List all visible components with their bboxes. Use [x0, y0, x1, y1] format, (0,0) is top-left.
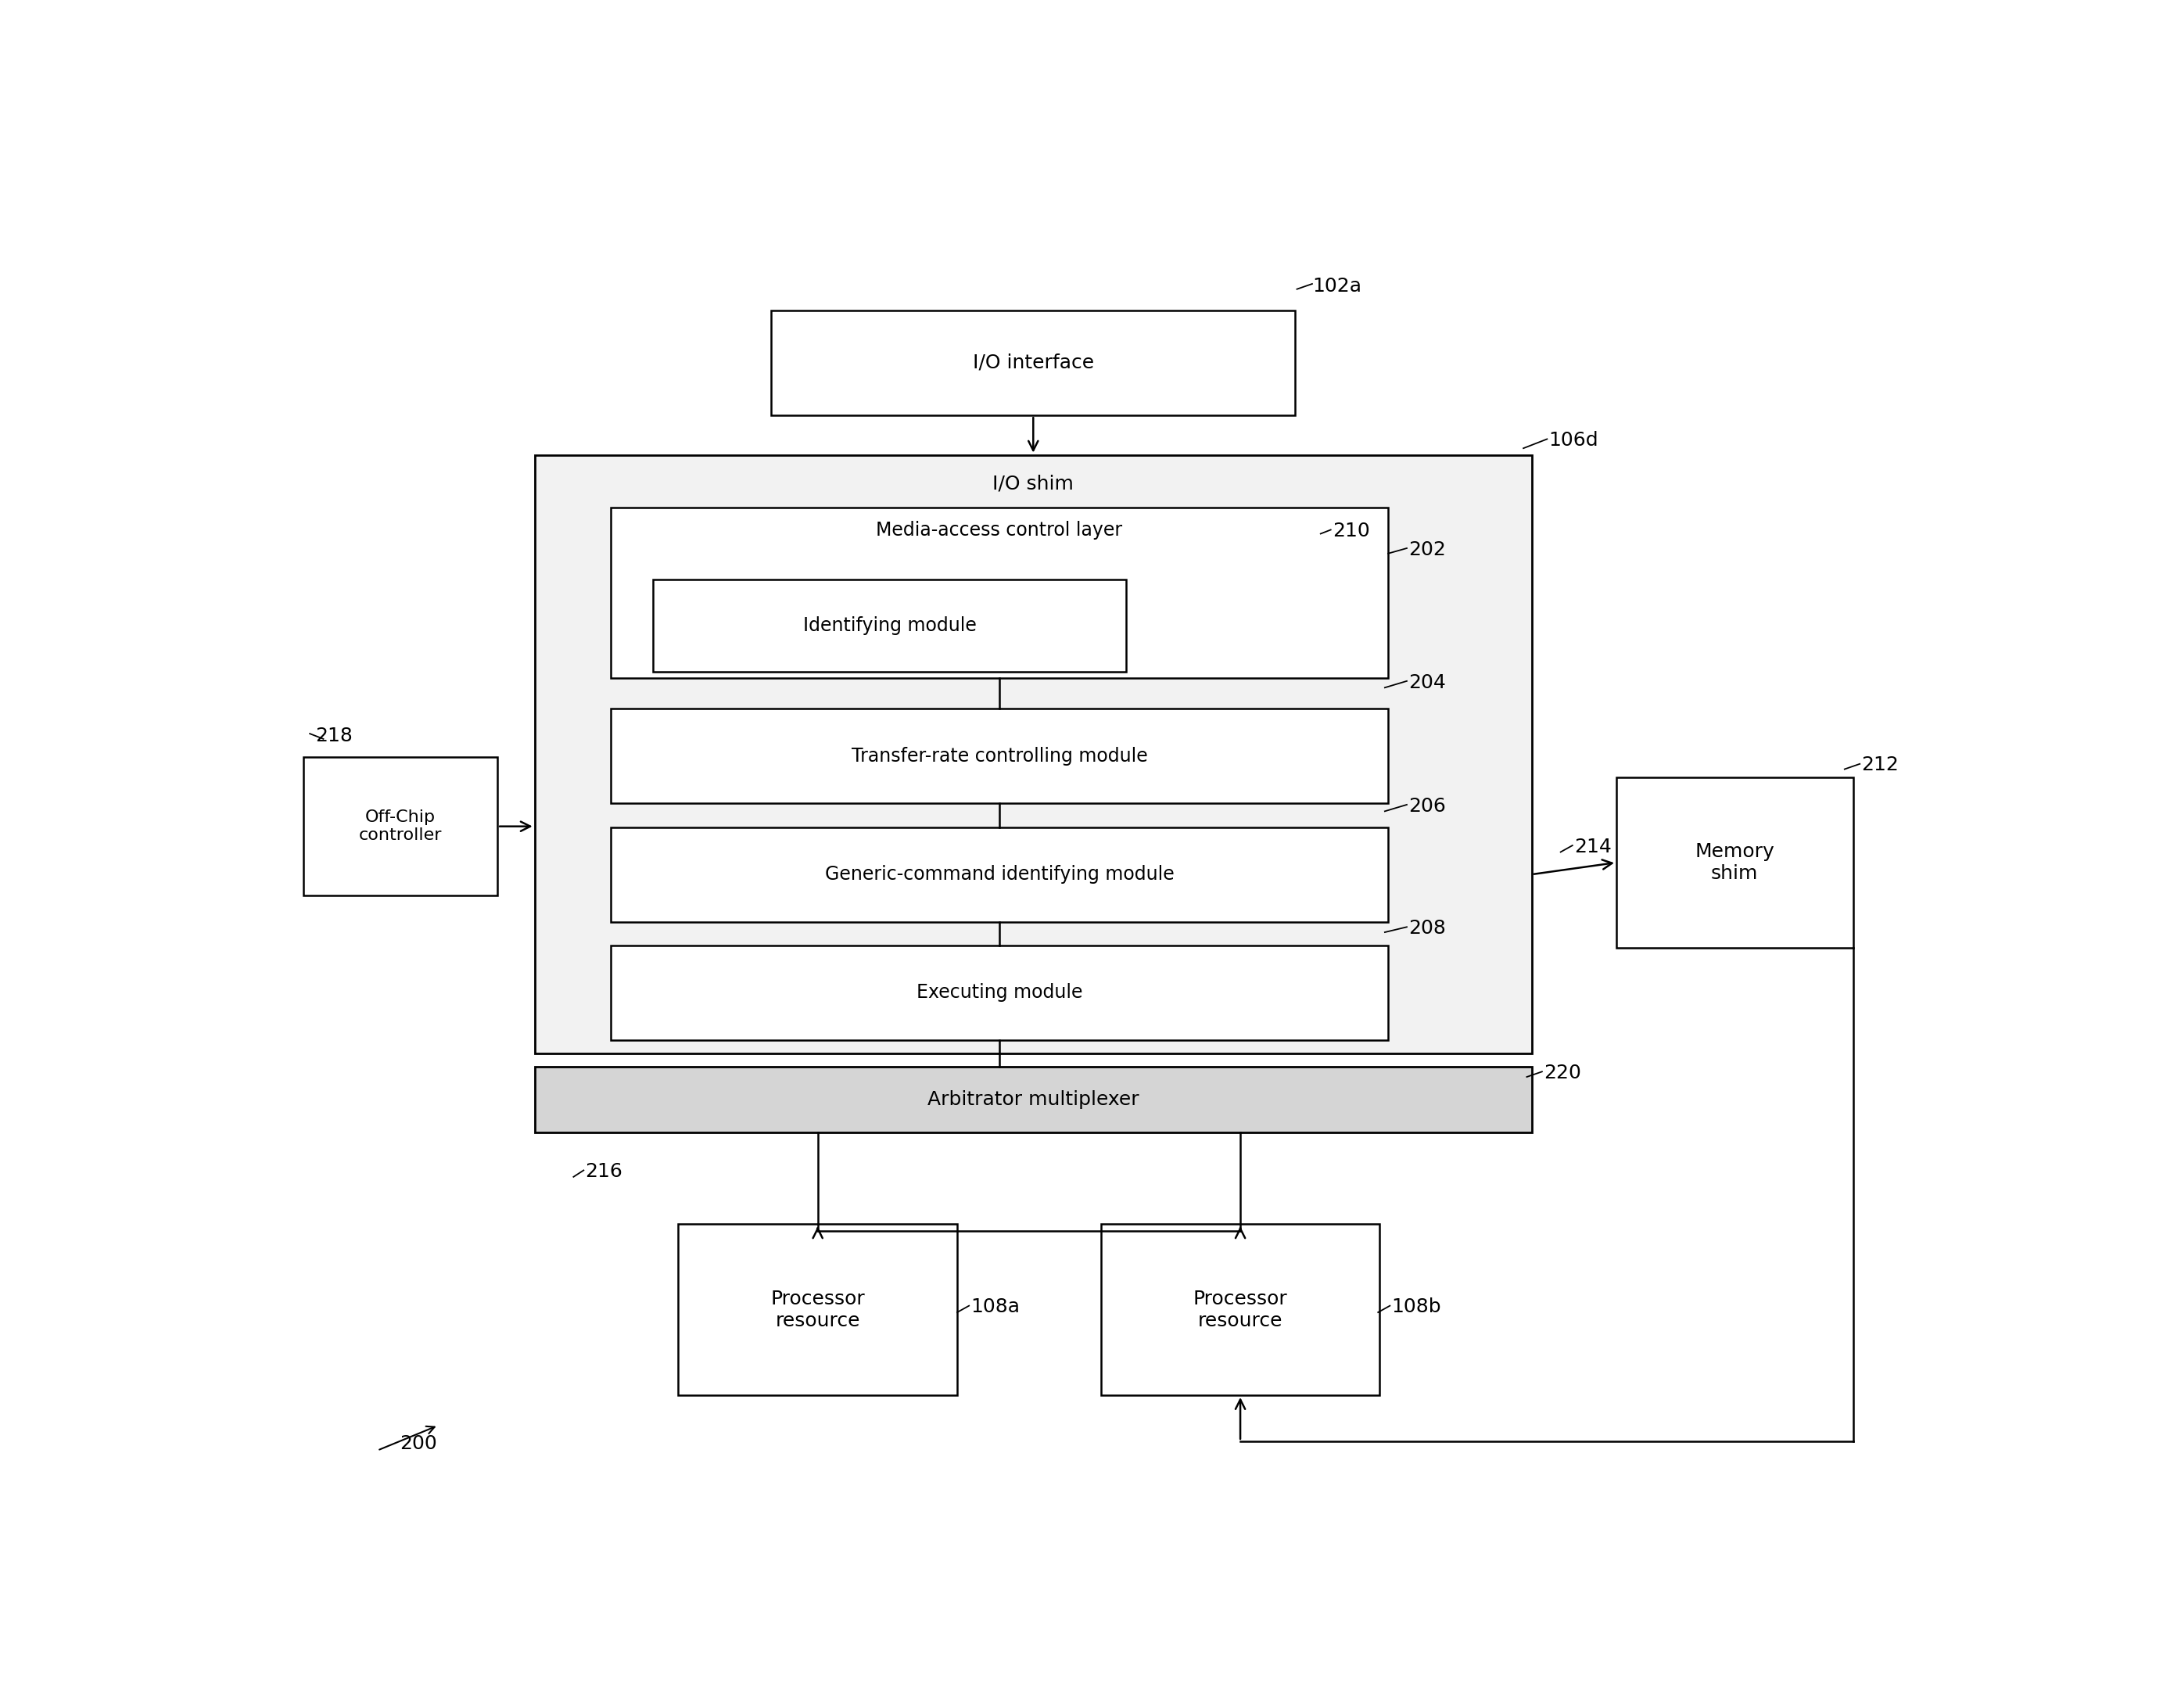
Bar	[611, 827, 1389, 922]
Text: 210: 210	[1333, 521, 1370, 540]
Bar	[534, 454, 1531, 1054]
Bar	[678, 1225, 957, 1395]
Text: 200: 200	[399, 1435, 436, 1454]
Text: 206: 206	[1409, 796, 1446, 815]
Text: Executing module: Executing module	[916, 984, 1082, 1003]
Text: Media-access control layer: Media-access control layer	[877, 521, 1123, 540]
Bar	[652, 579, 1125, 671]
Bar	[534, 1066, 1531, 1132]
Text: 108b: 108b	[1391, 1298, 1442, 1317]
Text: 202: 202	[1409, 540, 1446, 559]
Text: Identifying module: Identifying module	[803, 617, 977, 635]
Text: 108a: 108a	[971, 1298, 1021, 1317]
Text: Transfer-rate controlling module: Transfer-rate controlling module	[851, 746, 1147, 765]
Text: I/O shim: I/O shim	[992, 475, 1073, 494]
Text: 208: 208	[1409, 919, 1446, 938]
Text: Processor
resource: Processor resource	[1193, 1290, 1287, 1331]
Text: 218: 218	[314, 728, 353, 746]
Bar	[611, 946, 1389, 1040]
Text: 106d: 106d	[1549, 430, 1599, 449]
Text: I/O interface: I/O interface	[973, 354, 1095, 372]
Text: 220: 220	[1544, 1064, 1581, 1083]
Text: 204: 204	[1409, 673, 1446, 692]
Text: 212: 212	[1860, 757, 1900, 775]
Bar	[611, 507, 1389, 678]
Bar	[1101, 1225, 1381, 1395]
Text: Memory
shim: Memory shim	[1695, 842, 1775, 883]
Text: Generic-command identifying module: Generic-command identifying module	[824, 864, 1173, 883]
Text: 216: 216	[585, 1161, 624, 1180]
Text: Processor
resource: Processor resource	[770, 1290, 866, 1331]
Text: 102a: 102a	[1313, 277, 1361, 295]
Bar	[772, 311, 1296, 415]
Text: Arbitrator multiplexer: Arbitrator multiplexer	[927, 1090, 1138, 1108]
Bar	[1616, 777, 1854, 948]
Bar	[303, 757, 497, 895]
Text: 214: 214	[1575, 837, 1612, 856]
Text: Off-Chip
controller: Off-Chip controller	[358, 810, 443, 844]
Bar	[611, 709, 1389, 803]
